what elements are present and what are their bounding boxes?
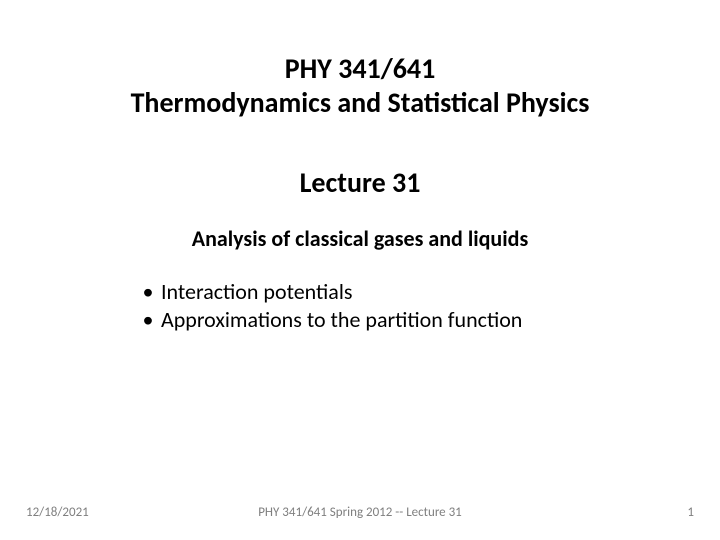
bullet-icon: • (135, 306, 161, 334)
subtitle: Analysis of classical gases and liquids (0, 225, 720, 252)
course-code: PHY 341/641 (0, 52, 720, 86)
bullet-text: Interaction potentials (161, 278, 352, 306)
lecture-number: Lecture 31 (0, 165, 720, 200)
slide: PHY 341/641 Thermodynamics and Statistic… (0, 0, 720, 540)
bullet-list: • Interaction potentials • Approximation… (135, 278, 522, 333)
footer-center: PHY 341/641 Spring 2012 -- Lecture 31 (0, 505, 720, 520)
course-name: Thermodynamics and Statistical Physics (0, 86, 720, 120)
bullet-icon: • (135, 278, 161, 306)
list-item: • Approximations to the partition functi… (135, 306, 522, 334)
title-block: PHY 341/641 Thermodynamics and Statistic… (0, 52, 720, 119)
list-item: • Interaction potentials (135, 278, 522, 306)
bullet-text: Approximations to the partition function (161, 306, 522, 334)
footer-page-number: 1 (687, 505, 694, 520)
